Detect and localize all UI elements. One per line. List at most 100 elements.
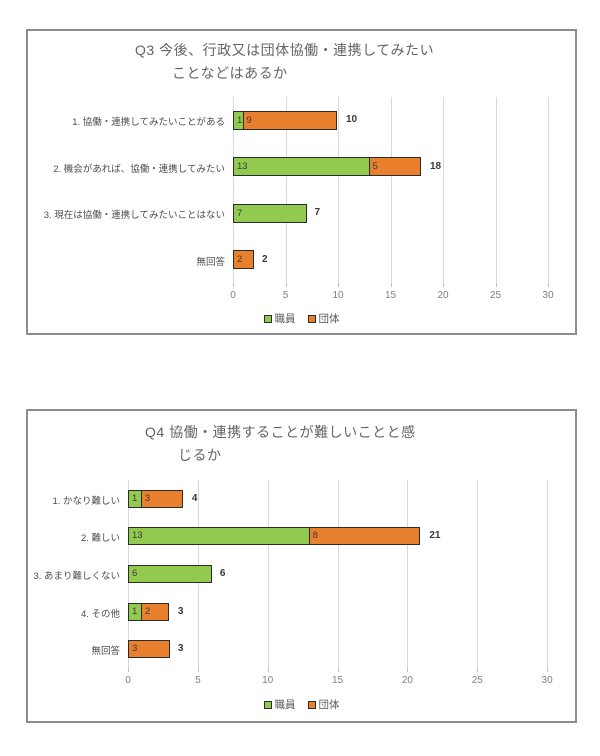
gridline [547, 480, 549, 668]
legend-item-職員: 職員 [263, 697, 296, 712]
total-label: 3 [177, 605, 184, 617]
bar-segment-職員: 1 [128, 489, 142, 508]
total-label: 10 [346, 114, 358, 126]
bar-segment-団体: 3 [128, 640, 170, 659]
q4-legend: 職員 団体 [28, 697, 575, 712]
axis-tick [267, 668, 269, 672]
q3-chart: Q3 今後、行政又は団体協働・連携してみたいことなどはあるか 0 5 10 15 20 2… [26, 29, 577, 335]
category-label: 1. かなり難しい [52, 495, 120, 507]
legend-label: 職員 [274, 313, 296, 325]
legend-swatch-icon [307, 314, 316, 323]
axis-tick [443, 283, 444, 287]
category-label: 3. 現在は協働・連携してみたいことはない [43, 210, 225, 222]
axis-tick [338, 283, 339, 287]
axis-tick [407, 668, 409, 672]
gridline [390, 97, 392, 283]
category-label: 無回答 [91, 646, 120, 658]
x-axis-label: 20 [437, 290, 449, 301]
legend-item-職員: 職員 [263, 311, 296, 326]
bar-segment-団体: 2 [233, 250, 254, 270]
x-axis-label: 10 [332, 290, 344, 301]
q4-plot-area: 0 5 10 15 20 25 30 1. かなり難しい 1 3 4 2. 難しい 13 8 21 3. あま… [28, 480, 575, 698]
chart-title-line: ことなどはあるか [172, 65, 288, 81]
q4-chart-title: Q4 協働・連携することが難しいことと感じるか [145, 421, 416, 467]
axis-tick [197, 668, 199, 672]
total-label: 2 [262, 253, 268, 265]
bar-segment-職員: 1 [128, 602, 142, 621]
x-axis-label: 25 [489, 290, 502, 301]
axis-tick [477, 668, 479, 672]
bar-segment-団体: 9 [242, 110, 337, 130]
category-label: 1. 協働・連携してみたいことがある [72, 117, 225, 129]
gridline [477, 480, 479, 668]
chart-title-line: Q3 今後、行政又は団体協働・連携してみたい [135, 42, 435, 58]
bar-row: 6 [128, 565, 212, 583]
legend-item-団体: 団体 [307, 311, 340, 326]
category-label: 無回答 [196, 256, 225, 268]
category-label: 2. 難しい [80, 533, 120, 545]
total-label: 21 [429, 530, 441, 542]
total-label: 4 [191, 492, 198, 504]
gridline [267, 480, 269, 668]
axis-tick [390, 283, 392, 287]
total-label: 6 [219, 568, 226, 579]
x-axis-label: 10 [262, 675, 274, 686]
x-axis-label: 15 [384, 290, 397, 301]
bar-segment-職員: 6 [128, 565, 212, 583]
axis-tick [337, 668, 339, 672]
bar-row: 7 [233, 203, 307, 223]
gridline [338, 97, 339, 283]
category-label: 2. 機会があれば、協働・連携してみたい [53, 163, 225, 175]
q4-chart: Q4 協働・連携することが難しいことと感 じるか 0 5 10 15 20 25 30 1. か… [26, 409, 577, 723]
total-label: 7 [314, 207, 321, 219]
x-axis-label: 5 [282, 290, 289, 301]
bar-segment-団体: 8 [308, 527, 421, 546]
legend-swatch-icon [263, 700, 272, 709]
axis-tick [547, 668, 549, 672]
x-axis-label: 0 [125, 675, 131, 686]
legend-label: 団体 [318, 313, 340, 325]
category-label: 4. その他 [80, 608, 120, 620]
gridline [548, 97, 549, 283]
bar-row: 13 8 [128, 527, 421, 546]
axis-tick [548, 283, 549, 287]
x-axis-label: 30 [542, 290, 554, 301]
legend-item-団体: 団体 [307, 697, 340, 712]
total-label: 3 [177, 643, 184, 655]
category-label: 3. あまり難しくない [33, 571, 120, 582]
gridline [233, 97, 234, 283]
bar-segment-団体: 5 [368, 157, 421, 177]
gridline [407, 480, 409, 668]
x-axis-label: 0 [230, 290, 236, 301]
gridline [337, 480, 339, 668]
total-label: 18 [430, 160, 442, 172]
legend-label: 団体 [318, 699, 340, 711]
bar-segment-職員: 13 [233, 157, 370, 177]
axis-tick [495, 283, 497, 287]
legend-swatch-icon [263, 314, 272, 323]
bar-row: 3 [128, 640, 170, 659]
gridline [495, 97, 497, 283]
gridline [443, 97, 444, 283]
axis-tick [285, 283, 287, 287]
bar-segment-職員: 13 [128, 527, 310, 546]
q3-plot-area: 0 5 10 15 20 25 30 1. 協働・連携してみたいことがある 1 9 10 2. 機会が… [28, 97, 575, 313]
bar-row: 2 [233, 250, 254, 270]
x-axis-label: 25 [471, 675, 483, 686]
legend-label: 職員 [274, 699, 296, 711]
q3-chart-title: Q3 今後、行政又は団体協働・連携してみたいことなどはあるか [135, 39, 434, 85]
bar-row: 13 5 [233, 157, 421, 177]
bar-segment-職員: 7 [233, 203, 307, 223]
x-axis-label: 15 [331, 675, 344, 686]
chart-title-line: じるか [178, 447, 222, 463]
x-axis-label: 5 [195, 675, 201, 686]
q3-legend: 職員 団体 [28, 311, 575, 326]
gridline [285, 97, 287, 283]
chart-title-line: Q4 協働・連携することが難しいことと感 [145, 424, 416, 440]
bar-segment-団体: 3 [140, 489, 183, 508]
axis-tick [233, 283, 234, 287]
